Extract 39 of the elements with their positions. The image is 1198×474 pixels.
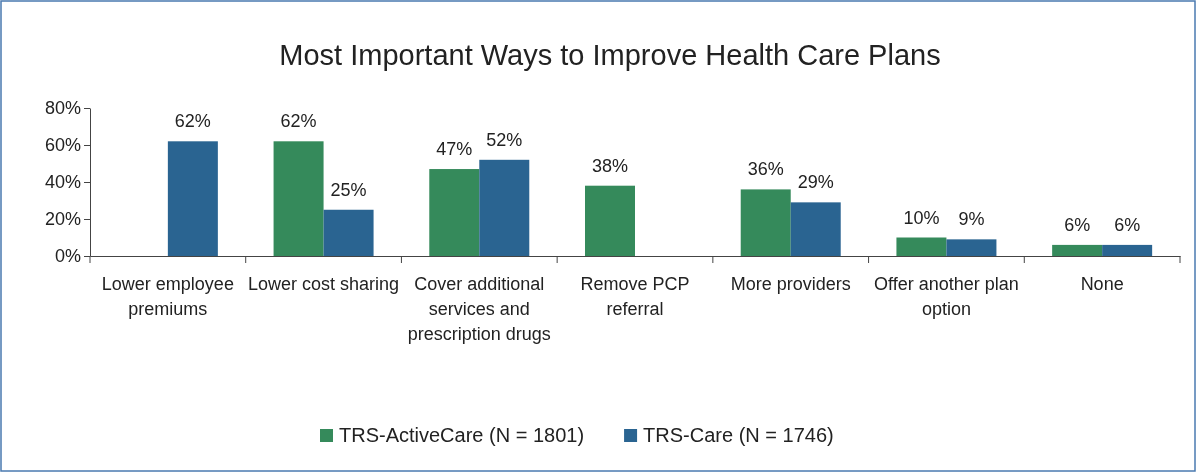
x-tick-label: Cover additional services and prescription drugs (407, 274, 551, 344)
bar (1102, 244, 1153, 256)
data-label: 29% (797, 172, 834, 193)
legend-label: TRS-ActiveCare (N = 1801) (339, 424, 585, 446)
x-tick-label: None (1080, 274, 1124, 294)
bar (740, 189, 791, 256)
data-label: 6% (1114, 214, 1141, 235)
data-label: 6% (1064, 214, 1091, 235)
y-tick-label: 20% (44, 209, 81, 230)
data-label: 10% (903, 207, 940, 228)
bar (585, 185, 635, 256)
y-tick-label: 0% (54, 246, 81, 267)
bar (273, 141, 324, 256)
x-tick-label: Remove PCP referral (580, 274, 690, 319)
data-label: 38% (591, 155, 629, 176)
bar (946, 239, 997, 256)
bar (323, 209, 374, 256)
data-label: 25% (330, 179, 367, 200)
x-tick-label: Lower employee premiums (101, 274, 234, 319)
x-tick-label: Offer another plan option (874, 274, 1019, 319)
y-tick-label: 80% (44, 98, 81, 119)
bar (896, 237, 947, 256)
bar (479, 159, 530, 256)
x-tick-label: Lower cost sharing (248, 274, 400, 294)
bar (790, 202, 841, 256)
y-tick-label: 60% (44, 135, 81, 156)
bar (167, 141, 218, 256)
data-label: 52% (486, 129, 523, 150)
data-label: 36% (747, 159, 784, 180)
y-tick-label: 40% (44, 172, 81, 193)
data-label: 62% (174, 111, 211, 132)
bar (1052, 244, 1103, 256)
legend-label: TRS-Care (N = 1746) (643, 424, 834, 446)
bar (429, 169, 480, 256)
chart-title: Most Important Ways to Improve Health Care Plans (279, 39, 941, 71)
data-label: 62% (280, 111, 317, 132)
data-label: 9% (958, 209, 985, 230)
x-tick-label: More providers (730, 274, 851, 294)
data-label: 47% (436, 139, 473, 160)
